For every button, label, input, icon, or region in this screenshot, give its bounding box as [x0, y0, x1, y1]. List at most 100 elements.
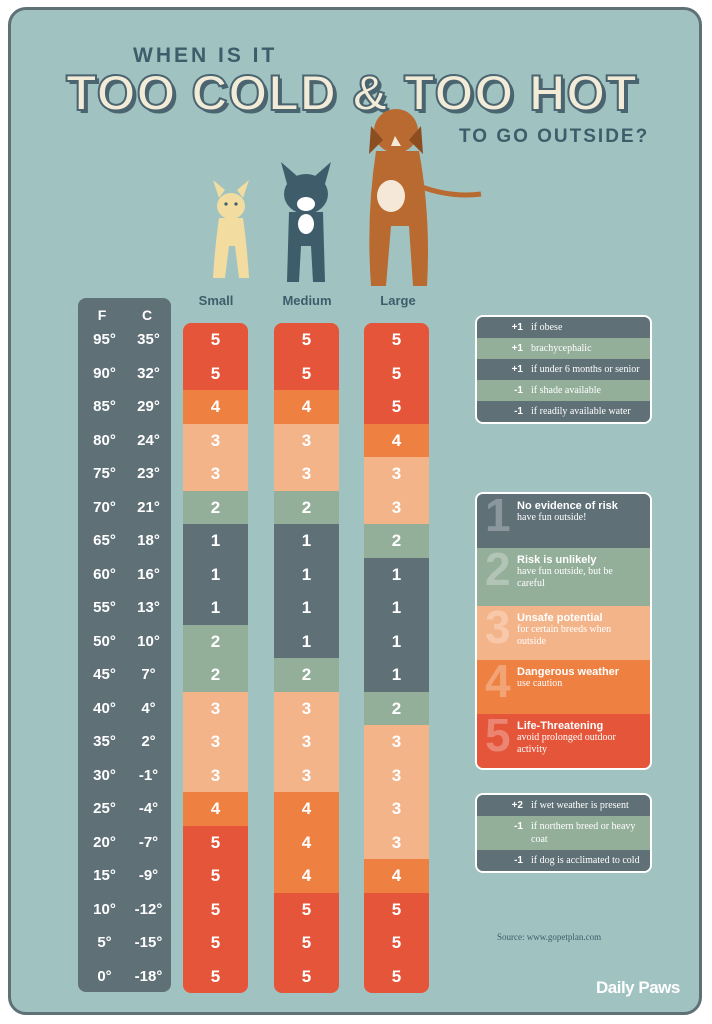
temp-celsius: 29°: [137, 398, 160, 415]
temp-fahrenheit: 90°: [93, 364, 116, 382]
legend-number: 4: [485, 660, 511, 707]
modifier-text: if under 6 months or senior: [531, 364, 640, 375]
legend-title: Dangerous weather: [517, 666, 620, 678]
temp-celsius: 35°: [137, 331, 160, 348]
modifier-value: +2: [511, 800, 523, 811]
rating-cell-small: 2: [183, 490, 248, 524]
small-dog-icon: [213, 180, 249, 278]
rating-cell-medium: 1: [274, 557, 339, 591]
rating-cell-medium: 5: [274, 926, 339, 960]
modifier-value: -1: [514, 855, 523, 866]
rating-cell-large: 3: [364, 725, 429, 759]
rating-cell-small: 4: [183, 390, 248, 424]
rating-cell-small: 1: [183, 557, 248, 591]
rating-cell-small: 3: [183, 758, 248, 792]
rating-cell-medium: 1: [274, 624, 339, 658]
modifier-value: -1: [514, 385, 523, 396]
temp-celsius: 32°: [137, 364, 160, 382]
rating-cell-small: 5: [183, 859, 248, 893]
temp-fahrenheit: 35°: [93, 733, 116, 750]
modifier-text: if dog is acclimated to cold: [531, 855, 640, 866]
rating-cell-small: 5: [183, 323, 248, 357]
rating-cell-large: 4: [364, 859, 429, 893]
rating-cell-medium: 5: [274, 959, 339, 993]
title-line-2: TOO COLD & TOO HOT: [65, 65, 638, 121]
fahrenheit-header: F: [97, 307, 107, 323]
rating-cell-medium: 2: [274, 490, 339, 524]
title-line-1: WHEN IS IT: [133, 44, 278, 67]
modifier-value: +1: [511, 343, 523, 354]
temp-celsius: 16°: [137, 565, 160, 583]
temp-fahrenheit: 5°: [97, 934, 112, 951]
rating-cell-small: 5: [183, 959, 248, 993]
rating-cell-large: 1: [364, 591, 429, 625]
rating-cell-medium: 3: [274, 457, 339, 491]
rating-cell-small: 2: [183, 658, 248, 692]
temp-fahrenheit: 25°: [93, 800, 116, 817]
rating-cell-large: 4: [364, 423, 429, 457]
rating-cell-large: 3: [364, 457, 429, 491]
legend-title: Unsafe potential: [517, 612, 603, 624]
rating-cell-medium: 3: [274, 725, 339, 759]
rating-cell-small: 5: [183, 356, 248, 390]
rating-cell-small: 3: [183, 457, 248, 491]
legend-subtitle: use caution: [517, 678, 563, 689]
rating-cell-small: 3: [183, 691, 248, 725]
rating-cell-medium: 5: [274, 892, 339, 926]
temp-celsius: 24°: [137, 431, 160, 449]
rating-cell-large: 5: [364, 323, 429, 357]
rating-cell-large: 5: [364, 892, 429, 926]
modifier-row: -1 if northern breed or heavy coat: [477, 816, 650, 850]
temp-fahrenheit: 20°: [93, 833, 116, 851]
rating-cell-small: 5: [183, 825, 248, 859]
temp-fahrenheit: 55°: [93, 599, 116, 616]
rating-cell-medium: 4: [274, 859, 339, 893]
rating-cell-medium: 2: [274, 658, 339, 692]
modifier-value: +1: [511, 322, 523, 333]
modifier-text: if obese: [531, 322, 563, 333]
rating-cell-large: 5: [364, 926, 429, 960]
rating-cell-small: 5: [183, 926, 248, 960]
legend-subtitle: for certain breeds when outside: [517, 624, 612, 647]
rating-cell-large: 1: [364, 624, 429, 658]
temp-celsius: -12°: [134, 900, 163, 918]
temp-fahrenheit: 15°: [93, 867, 116, 884]
celsius-header: C: [141, 307, 153, 323]
legend-item: 4 Dangerous weather use caution: [477, 660, 650, 714]
rating-cell-small: 3: [183, 423, 248, 457]
temp-celsius: 4°: [141, 699, 156, 717]
modifiers-bottom-box: +2 if wet weather is present -1 if northern…: [475, 793, 652, 873]
medium-dog-icon: [281, 162, 331, 282]
rating-cell-medium: 4: [274, 825, 339, 859]
temp-celsius: -1°: [138, 766, 159, 784]
modifier-row: -1 if shade available: [477, 380, 650, 401]
legend-title: No evidence of risk: [517, 500, 618, 512]
temp-celsius: 18°: [137, 532, 160, 549]
rating-cell-medium: 5: [274, 356, 339, 390]
legend-subtitle: have fun outside, but be careful: [517, 566, 613, 589]
size-label-large: Large: [380, 293, 416, 308]
legend-number: 3: [485, 606, 511, 653]
rating-cell-large: 1: [364, 658, 429, 692]
temp-fahrenheit: 70°: [93, 498, 116, 516]
modifier-row: +2 if wet weather is present: [477, 795, 650, 816]
rating-cell-small: 3: [183, 725, 248, 759]
title-line-3: TO GO OUTSIDE?: [459, 126, 650, 147]
temp-celsius: 2°: [141, 733, 156, 750]
legend-number: 1: [485, 494, 511, 541]
dogs-illustration: [213, 109, 482, 286]
rating-cell-large: 3: [364, 792, 429, 826]
rating-cell-large: 2: [364, 691, 429, 725]
size-label-medium: Medium: [282, 293, 332, 308]
modifier-row: +1 if under 6 months or senior: [477, 359, 650, 380]
temp-celsius: 23°: [137, 465, 160, 482]
temp-fahrenheit: 30°: [93, 766, 116, 784]
rating-cell-small: 4: [183, 792, 248, 826]
temp-fahrenheit: 50°: [93, 632, 116, 650]
rating-cell-small: 5: [183, 892, 248, 926]
size-label-small: Small: [198, 293, 234, 308]
rating-cell-medium: 3: [274, 758, 339, 792]
temp-fahrenheit: 80°: [93, 431, 116, 449]
